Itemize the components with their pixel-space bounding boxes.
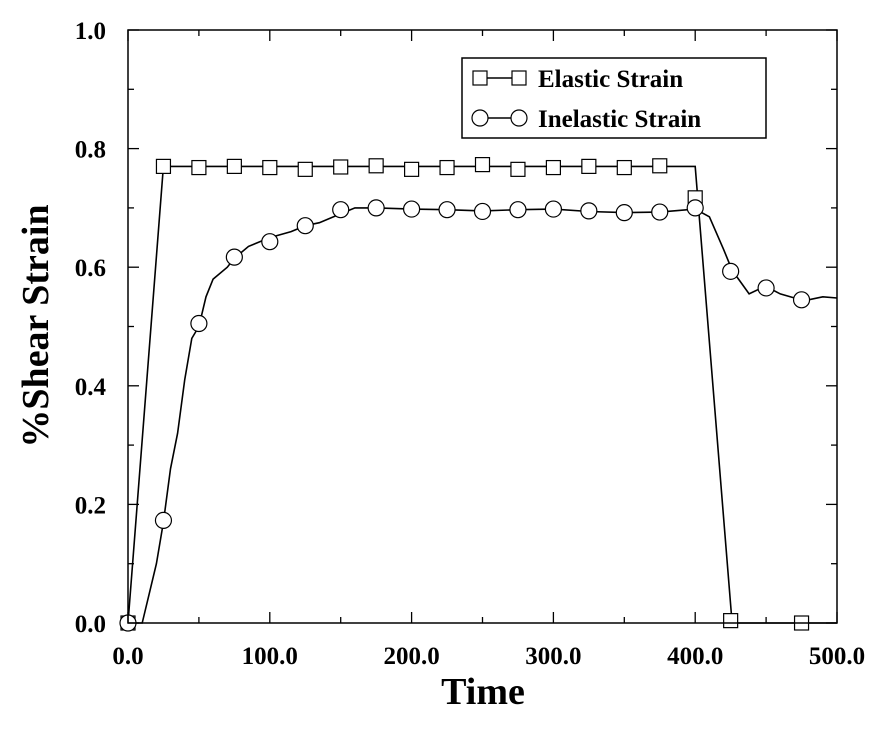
- legend-marker-square-2: [511, 70, 527, 86]
- x-axis-title: Time: [441, 671, 525, 713]
- point-elastic-strain-11: [510, 161, 526, 177]
- x-tick-label-1: 100.0: [242, 643, 298, 670]
- point-inelastic-strain-16: [686, 199, 704, 217]
- series-layer: [119, 157, 838, 632]
- point-elastic-strain-4: [262, 159, 278, 176]
- legend-label-inelastic: Inelastic Strain: [538, 106, 701, 133]
- point-inelastic-strain-15: [651, 203, 669, 221]
- point-elastic-strain-13: [581, 158, 597, 174]
- y-tick-label-1: 0.2: [75, 492, 106, 519]
- y-tick-label-5: 1.0: [75, 18, 106, 45]
- point-inelastic-strain-17: [722, 262, 740, 280]
- point-elastic-strain-6: [333, 159, 349, 175]
- point-inelastic-strain-10: [473, 202, 492, 221]
- point-elastic-strain-10: [474, 157, 491, 173]
- point-inelastic-strain-2: [190, 314, 208, 333]
- point-inelastic-strain-3: [225, 248, 243, 266]
- x-tick-label-5: 500.0: [809, 643, 865, 670]
- point-inelastic-strain-19: [792, 291, 811, 309]
- point-elastic-strain-7: [368, 158, 384, 174]
- series-line-elastic-strain: [127, 165, 837, 624]
- y-tick-label-0: 0.0: [75, 611, 106, 638]
- point-inelastic-strain-11: [509, 201, 527, 219]
- point-inelastic-strain-6: [332, 201, 350, 219]
- point-inelastic-strain-9: [438, 201, 456, 219]
- point-elastic-strain-15: [652, 158, 668, 174]
- point-inelastic-strain-4: [261, 233, 279, 251]
- point-elastic-strain-12: [545, 159, 562, 176]
- legend-label-elastic: Elastic Strain: [538, 66, 683, 93]
- x-tick-label-3: 300.0: [525, 643, 581, 670]
- x-tick-label-4: 400.0: [667, 643, 723, 670]
- x-tick-label-0: 0.0: [112, 643, 143, 670]
- point-inelastic-strain-13: [580, 202, 598, 220]
- x-tick-label-2: 200.0: [383, 643, 439, 670]
- point-elastic-strain-17: [723, 613, 739, 629]
- axes-layer: 0.0 100.0 200.0 300.0 400.0 500.0 0.0 0.2 0.4 0.6…: [75, 18, 865, 670]
- y-tick-label-2: 0.4: [75, 374, 107, 401]
- point-inelastic-strain-12: [544, 200, 563, 218]
- point-inelastic-strain-14: [615, 204, 633, 222]
- point-inelastic-strain-18: [757, 279, 775, 297]
- legend: Elastic Strain Inelastic Strain: [461, 57, 767, 139]
- y-tick-label-4: 0.8: [75, 137, 106, 164]
- point-elastic-strain-5: [297, 161, 313, 177]
- point-inelastic-strain-7: [367, 199, 385, 217]
- point-elastic-strain-2: [191, 159, 207, 176]
- legend-marker-square: [472, 70, 488, 86]
- point-elastic-strain-8: [404, 161, 420, 177]
- plot-area-frame: [127, 29, 838, 624]
- point-elastic-strain-3: [226, 158, 242, 174]
- point-elastic-strain-1: [155, 158, 172, 174]
- y-tick-label-3: 0.6: [75, 255, 106, 282]
- y-axis-title: %Shear Strain: [15, 204, 57, 447]
- point-inelastic-strain-5: [296, 217, 314, 235]
- legend-marker-circle: [471, 109, 489, 127]
- point-inelastic-strain-1: [154, 511, 173, 530]
- point-elastic-strain-14: [616, 159, 632, 176]
- point-inelastic-strain-8: [403, 200, 421, 218]
- point-elastic-strain-9: [439, 159, 455, 176]
- legend-marker-circle-2: [510, 109, 528, 127]
